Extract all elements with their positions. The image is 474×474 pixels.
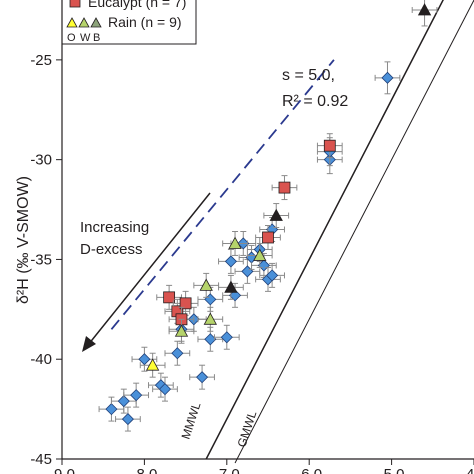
square-marker	[262, 231, 274, 244]
y-tick-label: -25	[30, 52, 52, 69]
triangle-marker	[228, 236, 242, 249]
data-point-triangle	[168, 318, 195, 344]
x-tick-label: -7.0	[214, 466, 240, 474]
data-point-square	[316, 133, 343, 159]
data-point-triangle	[263, 203, 290, 229]
data-point-triangle	[246, 242, 273, 268]
gmwl-label: GMWL	[235, 409, 260, 449]
data-point-diamond	[123, 382, 150, 408]
y-axis-label: δ²H (‰ V-SMOW)	[15, 176, 32, 304]
data-point-diamond	[189, 364, 215, 390]
data-point-diamond	[213, 324, 240, 350]
data-point-triangle	[222, 230, 248, 256]
diamond-marker	[224, 255, 237, 268]
data-point-diamond	[110, 388, 137, 414]
data-point-square	[255, 225, 281, 250]
axes	[61, 0, 474, 460]
diamond-marker	[158, 383, 172, 396]
y-tick-label: -35	[30, 251, 52, 268]
data-point-triangle	[218, 274, 244, 300]
triangle-marker	[174, 324, 189, 337]
legend-sublabel-b: B	[93, 32, 100, 44]
legend: Eucalypt (n = 7) Rain (n = 9) O W B	[61, 0, 197, 45]
x-tick-label: -9.0	[49, 466, 75, 474]
y-tick-label: -40	[30, 351, 52, 368]
diamond-marker	[105, 403, 118, 416]
x-tick-label: -8.0	[131, 466, 157, 474]
data-point-diamond	[197, 326, 224, 352]
legend-eucalypt-label: Eucalypt (n = 7)	[88, 0, 186, 10]
diamond-marker	[220, 331, 233, 344]
data-point-diamond	[374, 61, 401, 95]
data-point-triangle	[197, 306, 224, 332]
y-tick-label: -45	[30, 451, 52, 468]
data-point-diamond	[218, 248, 244, 274]
axis-ticks: -9.0 -8.0 -7.0 -6.0 -5.0 -4.0 -45 -40 -35 -30 -25	[30, 52, 474, 474]
diamond-marker	[266, 269, 279, 282]
data-points	[98, 0, 438, 432]
square-marker	[163, 291, 176, 304]
square-marker	[179, 297, 192, 310]
reference-lines	[110, 0, 474, 464]
line-gmwl	[234, 0, 474, 464]
annotations: s = 5.0, R² = 0.92 Increasing D-excess M…	[80, 67, 348, 449]
diamond-marker	[196, 371, 209, 384]
triangle-marker	[145, 358, 160, 371]
data-point-square	[156, 284, 182, 310]
legend-eucalypt-marker	[69, 0, 81, 8]
legend-box	[61, 0, 197, 45]
x-tick-label: -5.0	[379, 466, 405, 474]
r2-annotation: R² = 0.92	[282, 93, 348, 110]
legend-rain-o-marker	[66, 17, 78, 28]
line-mmwl	[205, 0, 444, 460]
legend-rain-b-marker	[90, 17, 102, 28]
square-marker	[278, 181, 291, 194]
triangle-marker	[417, 3, 432, 16]
diamond-marker	[381, 71, 394, 84]
data-point-diamond	[251, 252, 277, 278]
triangle-marker	[203, 312, 217, 325]
legend-rain-label: Rain (n = 9)	[108, 14, 182, 30]
square-marker	[323, 139, 336, 152]
d-excess-label-line2: D-excess	[80, 241, 143, 258]
data-point-triangle	[139, 352, 166, 378]
data-point-diamond	[259, 262, 285, 288]
legend-sublabel-o: O	[67, 32, 76, 44]
data-point-diamond	[164, 340, 191, 366]
data-point-diamond	[234, 258, 261, 284]
triangle-marker	[253, 248, 267, 261]
data-point-square	[271, 175, 298, 201]
diamond-marker	[130, 389, 143, 402]
triangle-marker	[224, 280, 238, 293]
d-excess-label-line1: Increasing	[80, 219, 149, 236]
x-tick-label: -4.0	[461, 466, 474, 474]
regression-line	[110, 59, 335, 330]
data-point-square	[172, 290, 199, 316]
diamond-marker	[117, 395, 130, 408]
data-point-diamond	[152, 376, 178, 402]
mmwl-label: MMWL	[179, 400, 204, 441]
triangle-marker	[199, 278, 213, 291]
data-point-triangle	[411, 0, 438, 27]
diamond-marker	[171, 347, 184, 360]
slope-annotation: s = 5.0,	[282, 67, 335, 84]
data-point-diamond	[115, 406, 141, 432]
legend-sublabel-w: W	[80, 32, 91, 44]
diamond-marker	[121, 413, 134, 426]
triangle-marker	[269, 208, 283, 221]
d-excess-arrow	[82, 192, 211, 352]
legend-rain-w-marker	[78, 17, 90, 28]
data-point-triangle	[193, 272, 220, 298]
x-tick-label: -6.0	[296, 466, 322, 474]
y-tick-label: -30	[30, 152, 52, 169]
